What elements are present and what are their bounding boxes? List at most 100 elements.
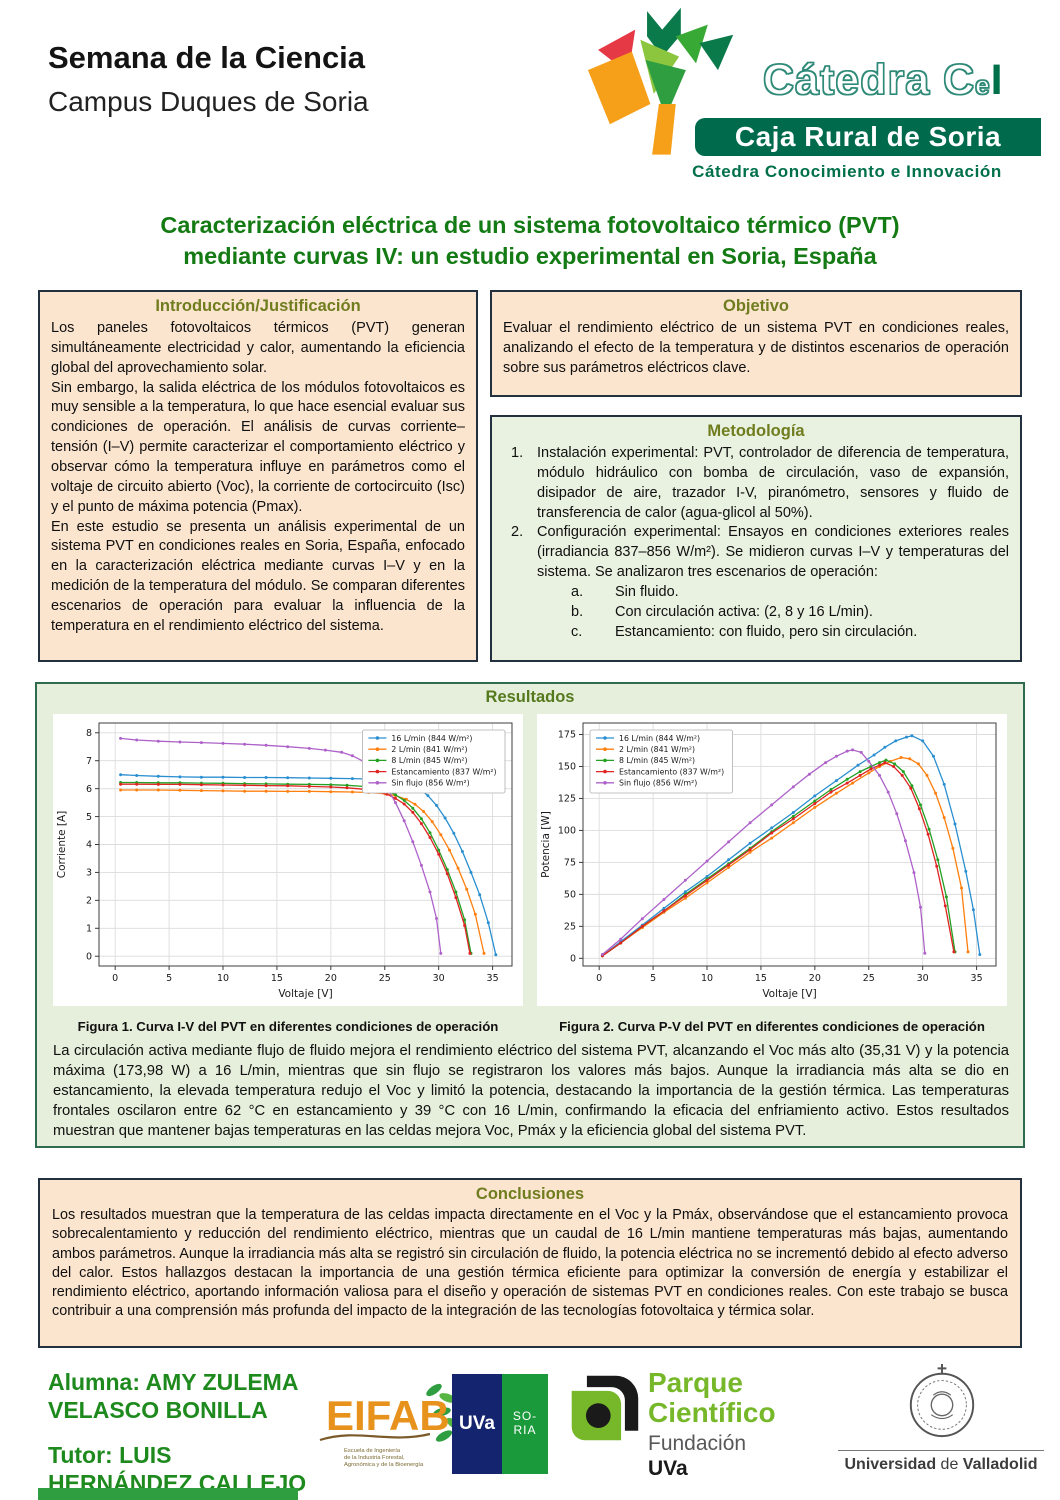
metodologia-section: Metodología 1. Instalación experimental:… bbox=[490, 415, 1022, 662]
item-marker: 1. bbox=[511, 445, 524, 461]
svg-text:30: 30 bbox=[433, 973, 445, 984]
author-block: Alumna: AMY ZULEMA VELASCO BONILLA Tutor… bbox=[48, 1368, 306, 1497]
figure-1-caption: Figura 1. Curva I-V del PVT en diferente… bbox=[77, 1019, 499, 1034]
metodologia-item: 2. Configuración experimental: Ensayos e… bbox=[503, 523, 1009, 583]
svg-text:3: 3 bbox=[86, 868, 92, 879]
bottom-green-bar bbox=[38, 1488, 298, 1500]
intro-paragraph: Sin embargo, la salida eléctrica de los … bbox=[51, 379, 465, 515]
objetivo-body: Evaluar el rendimiento eléctrico de un s… bbox=[503, 320, 1009, 376]
svg-text:Sin flujo (856 W/m²): Sin flujo (856 W/m²) bbox=[619, 779, 697, 788]
eifab-subtext: Escuela de Ingeniería de la Industria Fo… bbox=[344, 1448, 464, 1470]
svg-text:0: 0 bbox=[86, 951, 92, 962]
parque-line2: Científico bbox=[648, 1397, 776, 1429]
poster-title: Caracterización eléctrica de un sistema … bbox=[30, 210, 1030, 271]
subitem-text: Estancamiento: con fluido, pero sin circ… bbox=[615, 623, 918, 640]
parque-line1: Parque bbox=[648, 1367, 743, 1398]
eifab-subline: Agronómica y de la Bioenergía bbox=[344, 1462, 424, 1469]
svg-text:7: 7 bbox=[86, 756, 92, 767]
svg-text:16 L/min (844 W/m²): 16 L/min (844 W/m²) bbox=[391, 734, 472, 743]
svg-text:Sin flujo (856 W/m²): Sin flujo (856 W/m²) bbox=[391, 779, 469, 788]
parque-cientifico-logo: Parque Científico Fundación UVa bbox=[566, 1366, 826, 1496]
resultados-heading: Resultados bbox=[485, 688, 575, 706]
item-marker: 2. bbox=[511, 524, 524, 541]
svg-text:0: 0 bbox=[570, 954, 576, 965]
svg-text:100: 100 bbox=[558, 826, 576, 837]
intro-paragraph: Los paneles fotovoltaicos térmicos (PVT)… bbox=[51, 320, 465, 376]
svg-text:0: 0 bbox=[112, 973, 118, 984]
parque-uva: UVa bbox=[648, 1457, 688, 1481]
svg-text:30: 30 bbox=[917, 973, 929, 984]
svg-text:8 L/min (845 W/m²): 8 L/min (845 W/m²) bbox=[391, 756, 467, 765]
uvalladolid-divider bbox=[838, 1450, 1044, 1451]
catedra-leaf-icon bbox=[587, 7, 734, 155]
intro-paragraph: En este estudio se presenta un análisis … bbox=[51, 518, 465, 634]
metodologia-subitem: c. Estancamiento: con fluido, pero sin c… bbox=[571, 623, 1009, 643]
uva-soria-logo: UVa SO- RIA bbox=[452, 1374, 548, 1474]
subitem-marker: b. bbox=[571, 603, 584, 620]
poster-title-line1: Caracterización eléctrica de un sistema … bbox=[160, 212, 900, 238]
tutor-line1: Tutor: LUIS bbox=[48, 1442, 172, 1469]
soria-text: RIA bbox=[513, 1423, 537, 1437]
resultados-body: La circulación activa mediante flujo de … bbox=[53, 1043, 1009, 1140]
objetivo-section: Objetivo Evaluar el rendimiento eléctric… bbox=[490, 290, 1022, 397]
svg-text:15: 15 bbox=[271, 973, 283, 984]
svg-text:8: 8 bbox=[86, 728, 92, 739]
figure-2-panel: 0 5 10 15 20 25 30 35 0 25 50 75 100 125 150 175 Voltaje… bbox=[537, 714, 1007, 1006]
svg-text:EIFAB: EIFAB bbox=[326, 1392, 450, 1439]
svg-text:6: 6 bbox=[86, 784, 92, 795]
svg-text:10: 10 bbox=[701, 973, 713, 984]
uvalladolid-seal-icon bbox=[909, 1363, 975, 1438]
svg-text:5: 5 bbox=[86, 812, 92, 823]
resultados-section: Resultados 0 5 10 15 20 25 30 35 0 1 2 3 4 5 6 7 8 Voltaj… bbox=[35, 682, 1025, 1148]
svg-text:Potencia [W]: Potencia [W] bbox=[540, 811, 552, 878]
svg-text:Voltaje [V]: Voltaje [V] bbox=[278, 988, 332, 1000]
subitem-text: Con circulación activa: (2, 8 y 16 L/min… bbox=[615, 603, 873, 620]
universidad-valladolid-logo: Universidad de Valladolid bbox=[838, 1360, 1044, 1485]
svg-text:75: 75 bbox=[564, 858, 576, 869]
iv-curve-chart: 0 5 10 15 20 25 30 35 0 1 2 3 4 5 6 7 8 Voltaje [V] Corrie… bbox=[53, 714, 523, 1006]
soria-green-square: SO- RIA bbox=[502, 1374, 548, 1474]
metodologia-subitem: a. Sin fluido. bbox=[571, 583, 1009, 603]
svg-text:2 L/min (841 W/m²): 2 L/min (841 W/m²) bbox=[619, 745, 695, 754]
svg-text:5: 5 bbox=[650, 973, 656, 984]
svg-text:1: 1 bbox=[86, 923, 92, 934]
svg-text:20: 20 bbox=[809, 973, 821, 984]
eifab-subline: Escuela de Ingeniería bbox=[344, 1448, 401, 1454]
metodologia-item: 1. Instalación experimental: PVT, contro… bbox=[503, 444, 1009, 523]
eifab-subline: de la Industria Forestal, bbox=[344, 1455, 405, 1462]
parque-fundacion: Fundación bbox=[648, 1432, 747, 1456]
svg-text:15: 15 bbox=[755, 973, 767, 984]
svg-text:0: 0 bbox=[596, 973, 602, 984]
caja-rural-band: Caja Rural de Soria bbox=[695, 118, 1041, 156]
catedra-caja-rural-logo: Cátedra CeI Caja Rural de Soria Cátedra … bbox=[575, 4, 1041, 196]
catedra-tagline: Cátedra Conocimiento e Innovación bbox=[692, 162, 1002, 181]
alumna-line2: VELASCO BONILLA bbox=[48, 1397, 268, 1424]
alumna-line1: Alumna: AMY ZULEMA bbox=[48, 1369, 299, 1395]
eifab-logo: EIFAB Escuela de Ingeniería de la Indust… bbox=[318, 1382, 478, 1487]
uvalladolid-word: Universidad bbox=[844, 1456, 937, 1473]
svg-text:25: 25 bbox=[564, 922, 576, 933]
subitem-marker: a. bbox=[571, 584, 584, 601]
figure-1-panel: 0 5 10 15 20 25 30 35 0 1 2 3 4 5 6 7 8 Voltaje [V] Corrie… bbox=[53, 714, 523, 1006]
metodologia-subitem: b. Con circulación activa: (2, 8 y 16 L/… bbox=[571, 603, 1009, 623]
metodologia-heading: Metodología bbox=[707, 422, 805, 440]
conclusiones-heading: Conclusiones bbox=[475, 1185, 585, 1203]
eifab-logo-icon: EIFAB bbox=[319, 1383, 462, 1442]
uvalladolid-word: Valladolid bbox=[962, 1456, 1038, 1473]
uva-text: UVa bbox=[459, 1413, 495, 1434]
item-text: Configuración experimental: Ensayos en c… bbox=[537, 524, 1009, 581]
objetivo-heading: Objetivo bbox=[722, 297, 789, 315]
metodologia-body: 1. Instalación experimental: PVT, contro… bbox=[492, 441, 1020, 649]
svg-text:4: 4 bbox=[86, 840, 92, 851]
svg-text:2: 2 bbox=[86, 896, 92, 907]
conclusiones-section: Conclusiones Los resultados muestran que… bbox=[38, 1178, 1022, 1348]
event-title: Semana de la Ciencia bbox=[48, 40, 366, 75]
intro-heading: Introducción/Justificación bbox=[155, 297, 361, 315]
svg-text:Estancamiento (837 W/m²): Estancamiento (837 W/m²) bbox=[619, 767, 724, 776]
svg-text:175: 175 bbox=[558, 730, 576, 741]
intro-section: Introducción/Justificación Los paneles f… bbox=[38, 290, 478, 662]
poster-title-line2: mediante curvas IV: un estudio experimen… bbox=[183, 242, 877, 269]
parque-text-block: Parque Científico Fundación UVa bbox=[648, 1367, 776, 1481]
svg-text:5: 5 bbox=[166, 973, 172, 984]
event-subtitle: Campus Duques de Soria bbox=[48, 86, 369, 117]
